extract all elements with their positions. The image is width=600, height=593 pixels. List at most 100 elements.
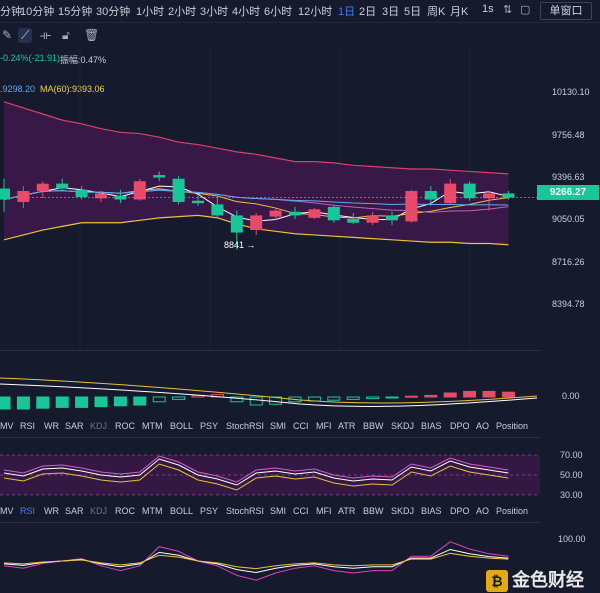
indicator-tab-ao[interactable]: AO bbox=[476, 506, 490, 516]
candle-body bbox=[347, 219, 360, 223]
rsi-line-2 bbox=[3, 463, 509, 491]
indicator-tab-sar[interactable]: SAR bbox=[65, 506, 84, 516]
candle-body bbox=[463, 183, 476, 199]
timeframe-2[interactable]: 15分钟 bbox=[58, 6, 93, 18]
bracket-icon[interactable]: ⟛ bbox=[40, 28, 51, 42]
current-price-tag: 9266.27 bbox=[537, 185, 599, 200]
indicator-tab-smi[interactable]: SMI bbox=[270, 421, 287, 431]
indicator-tabs-2: MV RSI WR SAR KDJ ROC MTM BOLL PSY StochRSI SMI CCI… bbox=[0, 506, 540, 520]
indicator-tab-rsi[interactable]: RSI bbox=[20, 421, 36, 431]
rsi-70-label: 70.00 bbox=[560, 450, 583, 460]
candle-body bbox=[0, 188, 10, 200]
expand-icon[interactable]: ⇅ bbox=[503, 4, 513, 16]
indicator-tab-skdj[interactable]: SKDJ bbox=[391, 421, 415, 431]
timeframe-12[interactable]: 3日 bbox=[382, 6, 400, 18]
indicator-tab-skdj[interactable]: SKDJ bbox=[391, 506, 415, 516]
candle-body bbox=[269, 210, 282, 217]
indicator-tab-psy[interactable]: PSY bbox=[200, 506, 219, 516]
indicator-tab-mv[interactable]: MV bbox=[0, 506, 14, 516]
window-mode-button[interactable]: 单窗口 bbox=[540, 2, 592, 20]
timeframe-16[interactable]: 1s bbox=[482, 3, 494, 15]
macd-bar bbox=[230, 396, 244, 403]
indicator-tab-bbw[interactable]: BBW bbox=[363, 506, 384, 516]
indicator-tab-cci[interactable]: CCI bbox=[293, 506, 309, 516]
pen-icon[interactable]: ✎ bbox=[2, 28, 13, 42]
macd-bar bbox=[94, 396, 108, 408]
indicator-tab-stochrsi[interactable]: StochRSI bbox=[226, 421, 265, 431]
timeframe-15[interactable]: 月K bbox=[450, 6, 469, 18]
macd-bar bbox=[113, 396, 127, 407]
indicator-tab-bias[interactable]: BIAS bbox=[421, 421, 442, 431]
indicator-tab-ao[interactable]: AO bbox=[476, 421, 490, 431]
timeframe-6[interactable]: 3小时 bbox=[200, 6, 229, 18]
indicator-tab-boll[interactable]: BOLL bbox=[170, 421, 194, 431]
timeframe-14[interactable]: 周K bbox=[427, 6, 446, 18]
rsi-line-3 bbox=[3, 455, 509, 483]
indicator-tab-sar[interactable]: SAR bbox=[65, 421, 84, 431]
indicator-tab-bias[interactable]: BIAS bbox=[421, 506, 442, 516]
timeframe-5[interactable]: 2小时 bbox=[168, 6, 197, 18]
timeframe-9[interactable]: 12小时 bbox=[298, 6, 333, 18]
indicator-tab-atr[interactable]: ATR bbox=[338, 506, 356, 516]
macd-bar bbox=[424, 394, 438, 398]
indicator-tab-cci[interactable]: CCI bbox=[293, 421, 309, 431]
timeframe-1[interactable]: 10分钟 bbox=[20, 6, 55, 18]
indicator-tab-psy[interactable]: PSY bbox=[200, 421, 219, 431]
rsi-line bbox=[3, 458, 509, 486]
indicator-tab-roc[interactable]: ROC bbox=[115, 421, 135, 431]
candle-body bbox=[366, 215, 379, 223]
timeframe-13[interactable]: 5日 bbox=[404, 6, 422, 18]
timeframe-8[interactable]: 6小时 bbox=[264, 6, 293, 18]
panel-separator bbox=[0, 522, 540, 523]
indicator-tab-boll[interactable]: BOLL bbox=[170, 506, 194, 516]
candle-body bbox=[327, 206, 340, 221]
indicator-tab-kdj[interactable]: KDJ bbox=[90, 506, 108, 516]
candle-body bbox=[192, 200, 204, 204]
timeframe-3[interactable]: 30分钟 bbox=[96, 6, 131, 18]
indicator-tab-kdj[interactable]: KDJ bbox=[90, 421, 108, 431]
indicator-tab-dpo[interactable]: DPO bbox=[450, 421, 470, 431]
timeframe-10[interactable]: 1日 bbox=[338, 6, 356, 18]
indicator-tab-mfi[interactable]: MFI bbox=[316, 421, 332, 431]
macd-bar bbox=[404, 395, 418, 398]
indicator-tab-stochrsi[interactable]: StochRSI bbox=[226, 506, 265, 516]
price-axis-label: 8716.26 bbox=[552, 257, 585, 267]
macd-bar bbox=[133, 396, 147, 406]
candle-body bbox=[95, 193, 107, 199]
indicator-tab-mv[interactable]: MV bbox=[0, 421, 14, 431]
macd-bar bbox=[36, 396, 50, 409]
logo-text: 金色财经 bbox=[512, 570, 584, 590]
lock-icon[interactable]: 🔓︎ bbox=[62, 28, 70, 42]
indicator-tab-wr[interactable]: WR bbox=[44, 421, 59, 431]
line-draw-icon[interactable]: ⟋ bbox=[18, 28, 33, 43]
indicator-tab-position[interactable]: Position bbox=[496, 506, 529, 516]
indicator-tab-dpo[interactable]: DPO bbox=[450, 506, 470, 516]
trash-icon[interactable]: 🗑︎ bbox=[84, 28, 100, 42]
candle-body bbox=[386, 215, 398, 221]
timeframe-11[interactable]: 2日 bbox=[359, 6, 377, 18]
timeframe-7[interactable]: 4小时 bbox=[232, 6, 261, 18]
timeframe-0[interactable]: 分钟 bbox=[0, 6, 22, 18]
indicator-tab-position[interactable]: Position bbox=[496, 421, 529, 431]
timeframe-4[interactable]: 1小时 bbox=[136, 6, 165, 18]
indicator-tab-smi[interactable]: SMI bbox=[270, 506, 287, 516]
amplitude-readout: 振幅:0.47% bbox=[60, 55, 107, 65]
price-axis-label: 8394.78 bbox=[552, 299, 585, 309]
indicator-tab-mfi[interactable]: MFI bbox=[316, 506, 332, 516]
layout-icon[interactable]: ▢ bbox=[520, 4, 531, 16]
indicator-tab-mtm[interactable]: MTM bbox=[142, 506, 163, 516]
candle-body bbox=[444, 183, 457, 204]
indicator-tab-wr[interactable]: WR bbox=[44, 506, 59, 516]
indicator-tab-mtm[interactable]: MTM bbox=[142, 421, 163, 431]
candle-body bbox=[424, 190, 437, 200]
indicator-tab-bbw[interactable]: BBW bbox=[363, 421, 384, 431]
logo-mark-icon: ₿ bbox=[486, 570, 508, 593]
indicator-tab-atr[interactable]: ATR bbox=[338, 421, 356, 431]
logo: ₿ 金色财经 bbox=[486, 566, 584, 593]
timeframe-bar: 分钟 10分钟 15分钟 30分钟 1小时 2小时 3小时 4小时 6小时 12小时 1日 2日 3日 5… bbox=[0, 0, 600, 23]
indicator-tab-roc[interactable]: ROC bbox=[115, 506, 135, 516]
candle-body bbox=[502, 193, 515, 198]
indicator-tab-rsi[interactable]: RSI bbox=[20, 506, 36, 516]
macd-bar bbox=[152, 396, 166, 403]
